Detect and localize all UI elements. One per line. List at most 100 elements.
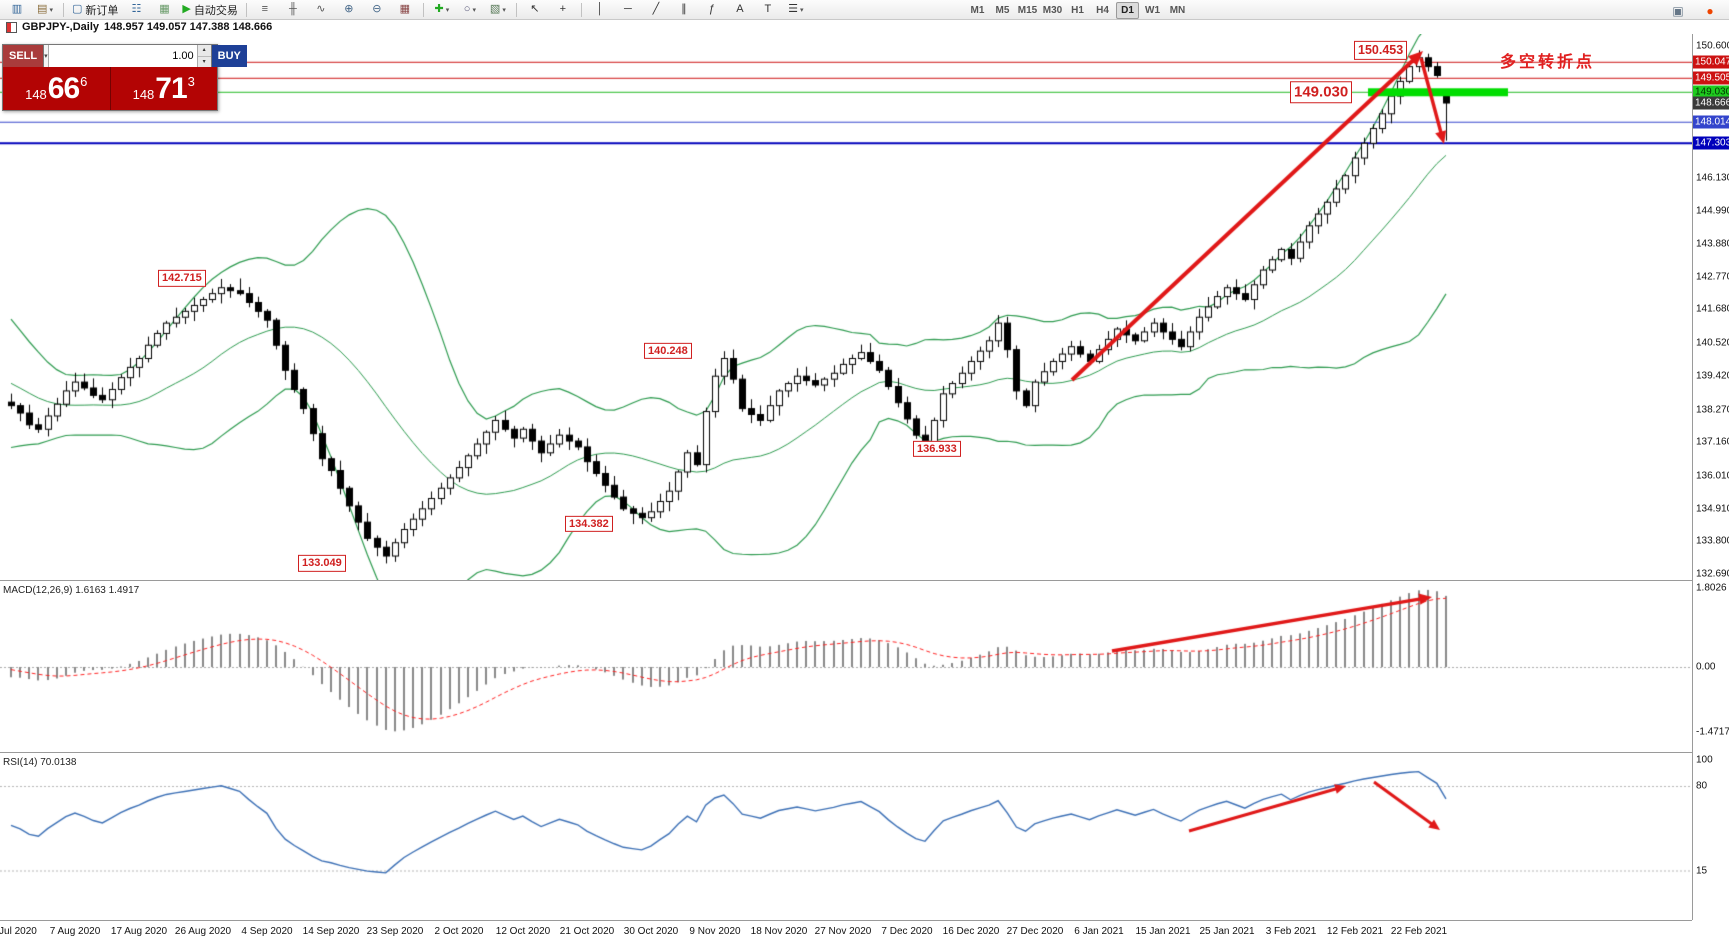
price-tick: 132.690 (1696, 568, 1729, 580)
vertical-line-icon-glyph: │ (596, 3, 604, 15)
timeframe-m30[interactable]: M30 (1042, 5, 1063, 16)
templates-icon[interactable]: ▧ ▾ (485, 1, 511, 19)
symbol-period: GBPJPY-,Daily (22, 21, 100, 33)
price-callout-label[interactable]: 150.453 (1354, 41, 1408, 60)
price-callout-label[interactable]: 136.933 (913, 440, 961, 458)
price-tag: 148.014 (1693, 115, 1729, 129)
arrows-icon[interactable]: ☰ ▾ (783, 1, 809, 19)
market-watch-icon[interactable]: ☷ (123, 1, 149, 19)
price-tick: 136.010 (1696, 470, 1729, 482)
price-callout-label[interactable]: 133.049 (298, 555, 346, 572)
tile-windows-icon-glyph: ▦ (399, 3, 411, 15)
chevron-down-icon: ▾ (445, 6, 450, 14)
toolbar-separator (515, 2, 517, 17)
timeframe-h1[interactable]: H1 (1071, 5, 1084, 16)
volume-up-button[interactable]: ▴ (197, 45, 211, 57)
price-tick: 142.770 (1696, 271, 1729, 283)
volume-input[interactable] (48, 45, 197, 67)
ask-price[interactable]: 148 71 3 (111, 67, 218, 110)
horizontal-line-icon[interactable]: ─ (615, 1, 641, 19)
candlestick-chart-icon[interactable]: ╫ (280, 1, 306, 19)
new-order-icon-glyph: ▢ (72, 3, 83, 15)
chevron-down-icon: ▾ (800, 6, 804, 14)
price-tag: 148.666 (1693, 96, 1729, 110)
rsi-axis-tick: 15 (1696, 865, 1708, 876)
trendline-icon[interactable]: ╱ (643, 1, 669, 19)
line-chart-icon-glyph: ∿ (316, 3, 326, 15)
axis-separator (0, 920, 1692, 921)
bid-price[interactable]: 148 66 6 (3, 67, 110, 110)
text-icon[interactable]: A (727, 1, 753, 19)
indicators-icon-glyph: ✚ (434, 3, 444, 15)
periods-icon[interactable]: ○ ▾ (457, 1, 483, 19)
macd-axis-tick: -1.4717 (1696, 726, 1729, 738)
price-tick: 141.680 (1696, 303, 1729, 315)
timeframe-m15[interactable]: M15 (1017, 5, 1038, 16)
timeframe-w1[interactable]: W1 (1145, 5, 1160, 16)
timeframe-m5[interactable]: M5 (995, 5, 1010, 16)
timeframe-m1[interactable]: M1 (970, 5, 985, 16)
timeframe-d1[interactable]: D1 (1116, 2, 1139, 19)
panel-separator[interactable] (0, 752, 1692, 753)
fibonacci-icon-glyph: ƒ (708, 3, 715, 15)
price-tick: 133.800 (1696, 535, 1729, 547)
sell-button[interactable]: SELL (3, 45, 45, 67)
indicators-icon[interactable]: ✚ ▾ (429, 1, 455, 19)
bar-chart-icon[interactable]: ≡ (252, 1, 278, 19)
line-chart-icon[interactable]: ∿ (308, 1, 334, 19)
macd-axis-tick: 0.00 (1696, 661, 1716, 673)
price-display-row: 148 66 6 148 71 3 (3, 67, 217, 110)
date-label: 22 Feb 2021 (1390, 926, 1448, 937)
price-tick: 146.130 (1696, 172, 1729, 184)
macd-indicator-label: MACD(12,26,9) 1.6163 1.4917 (3, 585, 140, 596)
toolbar-separator (63, 2, 64, 17)
zoom-out-icon[interactable]: ⊖ (364, 1, 390, 19)
data-window-icon-glyph: ▦ (159, 3, 170, 15)
date-label: 29 Jul 2020 (0, 926, 37, 937)
toolbar-separator (422, 2, 424, 17)
vertical-line-icon[interactable]: │ (587, 1, 613, 19)
date-label: 9 Nov 2020 (689, 926, 741, 937)
timeframe-h4[interactable]: H4 (1096, 5, 1109, 16)
macd-panel[interactable] (0, 582, 1692, 750)
price-callout-label[interactable]: 149.030 (1290, 81, 1353, 104)
new-order-icon[interactable]: ▢ 新订单 (69, 1, 121, 19)
cursor-icon[interactable]: ↖ (522, 1, 548, 19)
tile-windows-icon[interactable]: ▦ (392, 1, 418, 19)
crosshair-icon[interactable]: + (550, 1, 576, 19)
date-label: 6 Jan 2021 (1074, 926, 1124, 937)
alert-icon[interactable]: ● (1706, 4, 1714, 18)
price-chart[interactable] (0, 34, 1692, 580)
bid-prefix: 148 (25, 87, 47, 102)
fibonacci-icon[interactable]: ƒ (699, 1, 725, 19)
timeframe-mn[interactable]: MN (1169, 5, 1186, 16)
price-callout-label[interactable]: 134.382 (565, 515, 613, 533)
zoom-in-icon[interactable]: ⊕ (336, 1, 362, 19)
rsi-axis-tick: 80 (1696, 780, 1708, 792)
profiles-icon[interactable]: ▤ ▾ (32, 1, 58, 19)
price-tick: 134.910 (1696, 503, 1729, 515)
new-chart-icon[interactable]: ▥ (4, 1, 30, 19)
rsi-panel[interactable] (0, 754, 1692, 920)
price-tag: 147.303 (1693, 136, 1729, 150)
label-icon[interactable]: T (755, 1, 781, 19)
buy-button[interactable]: BUY (210, 45, 247, 67)
volume-down-button[interactable]: ▾ (197, 56, 211, 67)
timeframe-group: M1 M5 M15 M30 H1 H4 D1 W1 MN (965, 2, 1190, 19)
panel-separator[interactable] (0, 580, 1692, 581)
ohlc-values: 148.957 149.057 147.388 148.666 (104, 21, 273, 33)
turning-point-note[interactable]: 多空转折点 (1500, 54, 1596, 71)
window-icon[interactable]: ▣ (1672, 4, 1684, 18)
autotrading-icon[interactable]: ▶ 自动交易 (179, 1, 240, 19)
bid-big-digits: 66 (47, 71, 80, 105)
channel-icon[interactable]: ∥ (671, 1, 697, 19)
toolbar: ▥ ▤ ▾ ▢ 新订单 ☷ ▦ ▶ 自动交易 ≡ ╫ ∿ ⊕ ⊖ ▦ ✚ ▾ ○ ▾ ▧ ▾ ↖ + │ ─ ╱ ∥ ƒ A T ☰ ▾ M1… (0, 0, 1729, 20)
data-window-icon[interactable]: ▦ (151, 1, 177, 19)
trendline-icon-glyph: ╱ (652, 3, 660, 15)
new-chart-icon-glyph: ▥ (11, 3, 23, 15)
price-callout-label[interactable]: 142.715 (158, 270, 206, 287)
chevron-down-icon: ▾ (472, 6, 476, 14)
price-callout-label[interactable]: 140.248 (644, 343, 692, 360)
volume-box: ▴ ▾ (48, 45, 211, 67)
